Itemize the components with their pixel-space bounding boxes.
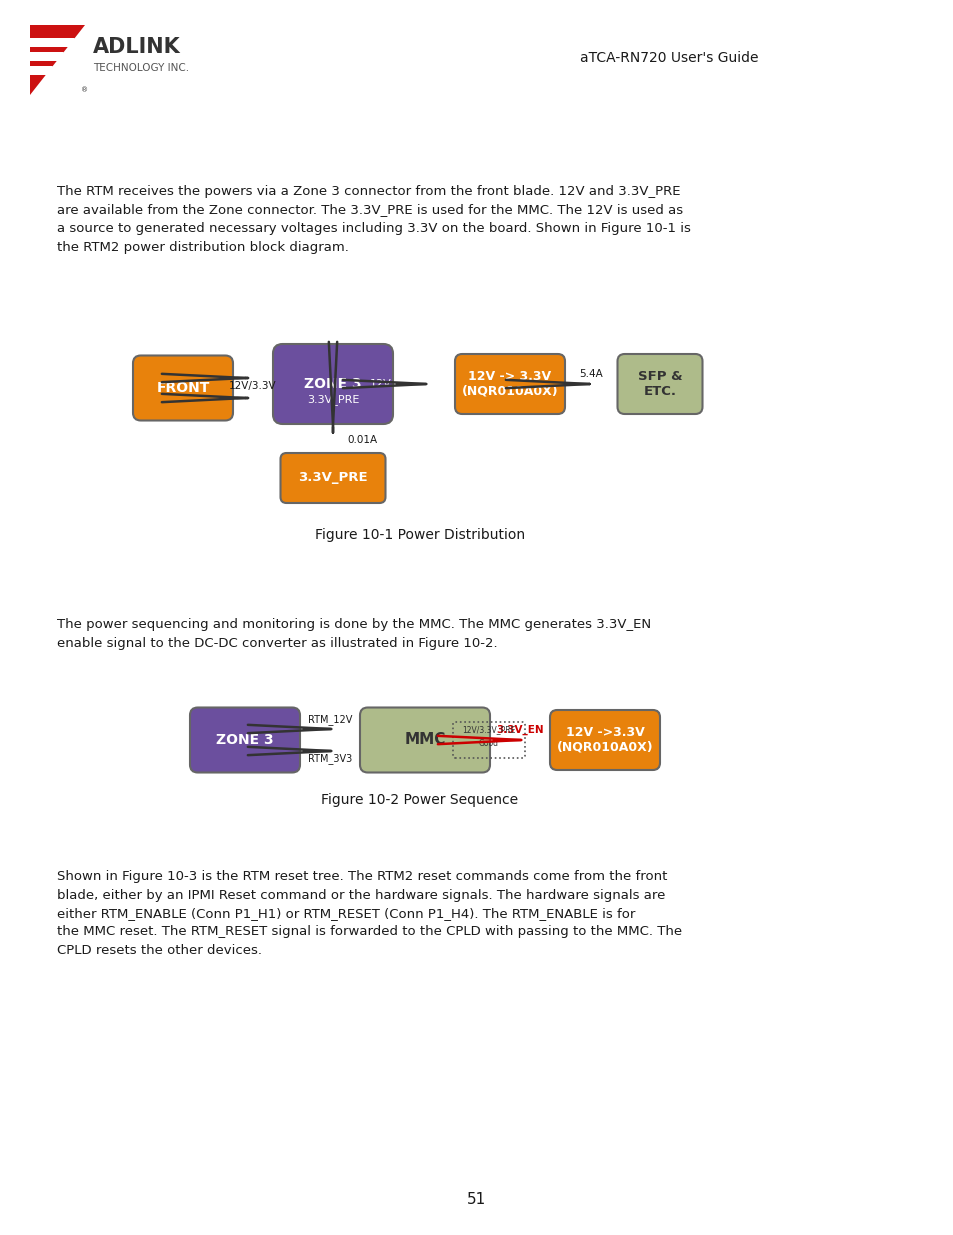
Polygon shape (30, 25, 85, 95)
Text: FRONT: FRONT (156, 382, 210, 395)
Polygon shape (30, 52, 64, 61)
FancyBboxPatch shape (550, 710, 659, 769)
Text: ®: ® (81, 86, 89, 93)
FancyBboxPatch shape (455, 354, 564, 414)
Text: ZONE 3: ZONE 3 (304, 377, 361, 391)
Text: 12V/3.3V: 12V/3.3V (229, 382, 276, 391)
Text: 3.3V_EN: 3.3V_EN (496, 725, 543, 735)
Text: Shown in Figure 10-3 is the RTM reset tree. The RTM2 reset commands come from th: Shown in Figure 10-3 is the RTM reset tr… (57, 869, 681, 957)
Text: aTCA-RN720 User's Guide: aTCA-RN720 User's Guide (579, 51, 758, 65)
Text: SFP &
ETC.: SFP & ETC. (637, 370, 681, 398)
FancyBboxPatch shape (190, 708, 299, 773)
Text: 0.01A: 0.01A (347, 435, 376, 445)
Text: 12V/3.3V_PRE: 12V/3.3V_PRE (462, 725, 516, 735)
Text: 12V ->3.3V
(NQR010A0X): 12V ->3.3V (NQR010A0X) (557, 726, 653, 755)
Text: The power sequencing and monitoring is done by the MMC. The MMC generates 3.3V_E: The power sequencing and monitoring is d… (57, 618, 651, 650)
Text: Figure 10-2 Power Sequence: Figure 10-2 Power Sequence (321, 793, 518, 806)
Text: The RTM receives the powers via a Zone 3 connector from the front blade. 12V and: The RTM receives the powers via a Zone 3… (57, 185, 690, 253)
Text: 3.3V_PRE: 3.3V_PRE (298, 472, 368, 484)
Text: Good: Good (478, 739, 498, 747)
Text: ZONE 3: ZONE 3 (216, 734, 274, 747)
FancyBboxPatch shape (132, 356, 233, 420)
Text: RTM_12V: RTM_12V (308, 715, 352, 725)
Text: Figure 10-1 Power Distribution: Figure 10-1 Power Distribution (314, 529, 524, 542)
Polygon shape (30, 65, 52, 75)
Text: 12V -> 3.3V
(NQR010A0X): 12V -> 3.3V (NQR010A0X) (461, 370, 558, 398)
FancyBboxPatch shape (617, 354, 701, 414)
Polygon shape (30, 38, 74, 47)
Text: 3.3V_PRE: 3.3V_PRE (307, 394, 359, 405)
Text: ADLINK: ADLINK (92, 37, 180, 57)
FancyBboxPatch shape (273, 345, 393, 424)
Text: 51: 51 (467, 1193, 486, 1208)
Text: TECHNOLOGY INC.: TECHNOLOGY INC. (92, 63, 189, 73)
Text: 12V: 12V (370, 379, 392, 389)
Text: RTM_3V3: RTM_3V3 (308, 753, 352, 764)
Text: MMC: MMC (404, 732, 445, 747)
FancyBboxPatch shape (280, 453, 385, 503)
Text: 5.4A: 5.4A (578, 369, 602, 379)
FancyBboxPatch shape (359, 708, 490, 773)
